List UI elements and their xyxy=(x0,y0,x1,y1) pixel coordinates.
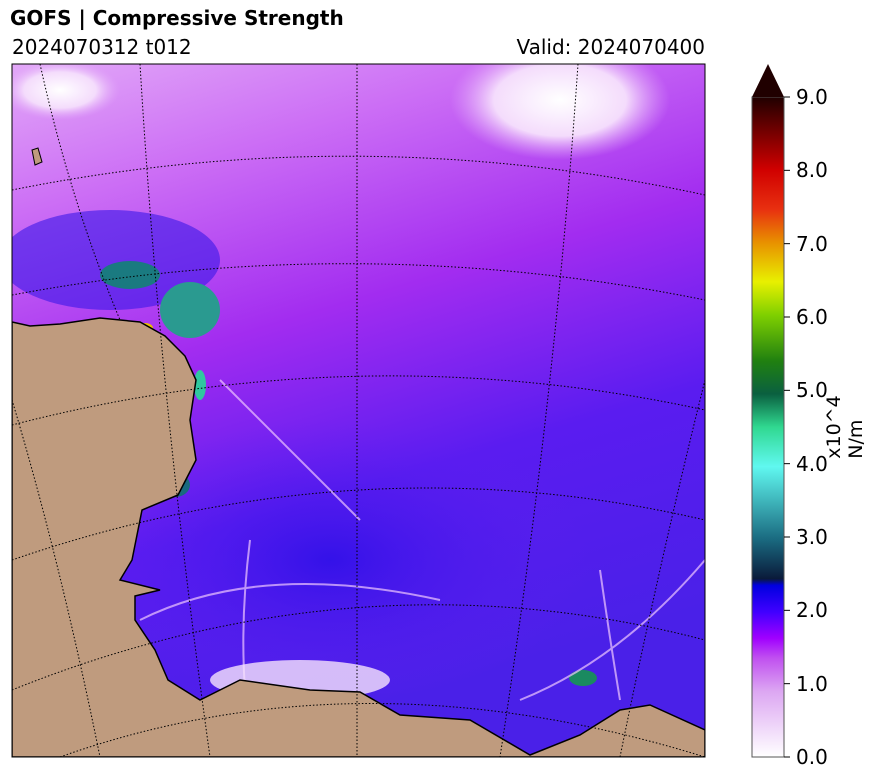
colorbar xyxy=(751,64,790,758)
colorbar-tick-label: 2.0 xyxy=(796,598,828,623)
map-frame xyxy=(11,63,706,758)
colorbar-tick-label: 9.0 xyxy=(796,85,828,109)
run-time-label: 2024070312 t012 xyxy=(12,35,192,59)
valid-time-label: Valid: 2024070400 xyxy=(516,35,705,59)
high-strength-patch xyxy=(194,370,206,400)
map-area xyxy=(12,64,705,757)
low-strength-region xyxy=(70,420,590,700)
ridge-lines xyxy=(139,379,705,701)
high-strength-patch xyxy=(160,282,220,338)
colorbar-gradient xyxy=(751,96,785,758)
colorbar-tick-label: 0.0 xyxy=(796,745,828,769)
high-strength-patch xyxy=(569,670,597,686)
land-mass xyxy=(12,317,705,757)
colorbar-tick-label: 3.0 xyxy=(796,525,828,549)
high-strength-patch xyxy=(100,261,160,289)
ice-free-region xyxy=(450,64,670,160)
graticule xyxy=(12,64,705,757)
colorbar-extend-arrow xyxy=(752,64,784,97)
plot-title: GOFS | Compressive Strength xyxy=(10,6,344,30)
ice-free-region xyxy=(12,64,120,120)
colorbar-tick-label: 6.0 xyxy=(796,305,828,329)
high-strength-region xyxy=(12,210,220,310)
colorbar-label: x10^4 N/m xyxy=(823,395,867,459)
colorbar-tick-label: 5.0 xyxy=(796,378,828,403)
colorbar-tick-label: 8.0 xyxy=(796,158,828,183)
colorbar-tick-label: 4.0 xyxy=(796,451,828,476)
colorbar-tick-label: 1.0 xyxy=(796,671,828,696)
colorbar-tick-label: 7.0 xyxy=(796,231,828,256)
island xyxy=(31,147,43,166)
